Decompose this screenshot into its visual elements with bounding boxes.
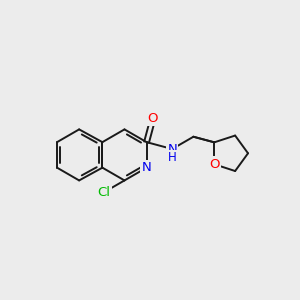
- Text: O: O: [209, 158, 220, 171]
- Text: N: N: [167, 142, 177, 155]
- Text: N: N: [142, 161, 152, 174]
- Text: O: O: [148, 112, 158, 125]
- Text: H: H: [168, 151, 177, 164]
- Text: Cl: Cl: [98, 186, 111, 199]
